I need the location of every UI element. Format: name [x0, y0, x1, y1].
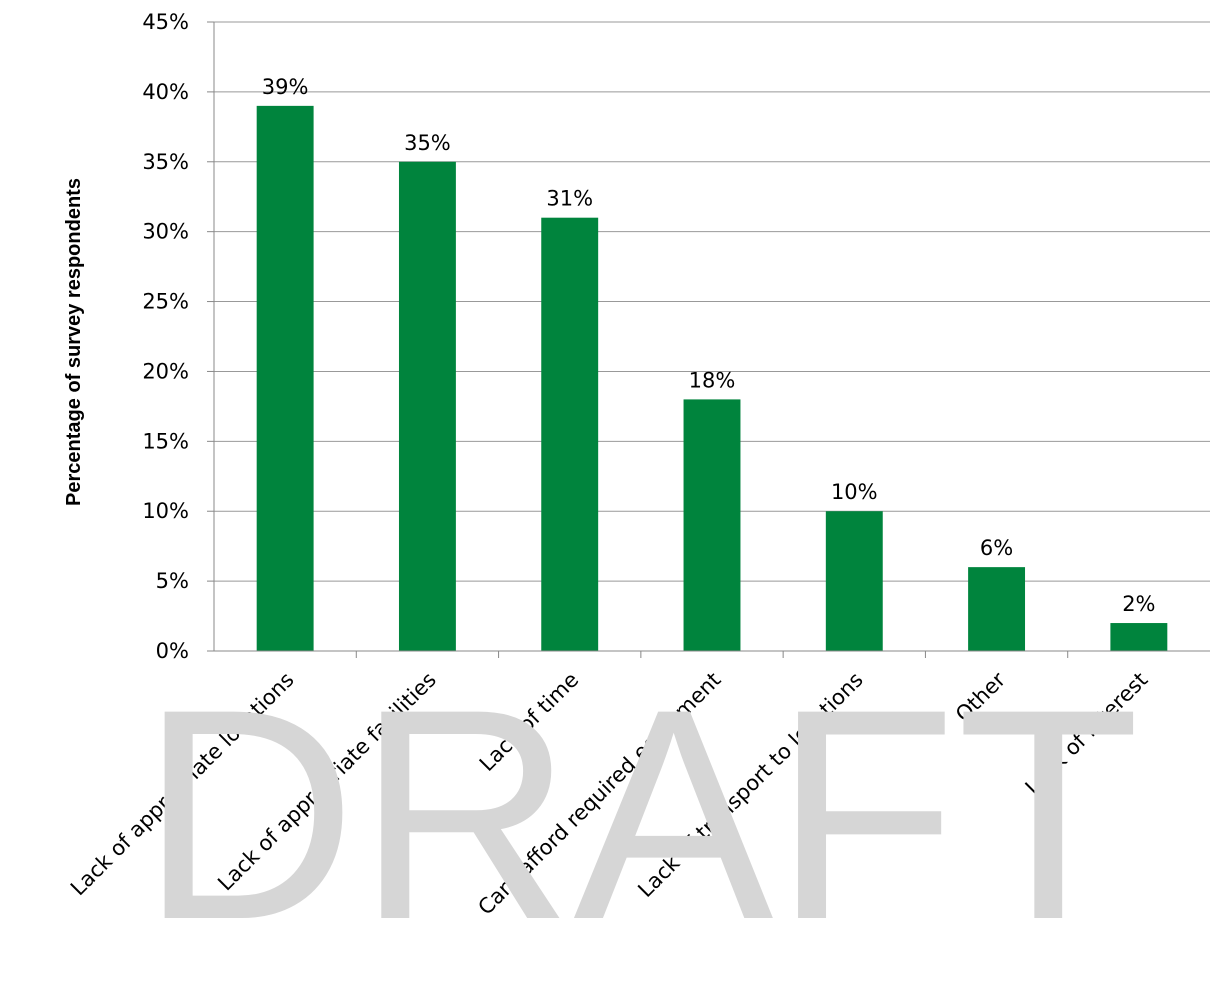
bar [398, 161, 456, 651]
bar [683, 399, 741, 651]
bars [256, 105, 1168, 651]
bar [968, 567, 1026, 651]
y-tick-label: 40% [142, 80, 189, 104]
data-label: 35% [404, 131, 451, 155]
data-label: 31% [546, 187, 593, 211]
y-tick-label: 15% [142, 429, 189, 453]
y-tick-label: 20% [142, 359, 189, 383]
data-label: 6% [980, 536, 1013, 560]
data-label: 2% [1122, 592, 1155, 616]
y-tick-label: 45% [142, 10, 189, 34]
y-tick-label: 5% [156, 569, 189, 593]
bar [541, 217, 599, 651]
data-label: 10% [831, 480, 878, 504]
bar [825, 511, 883, 651]
draft-watermark: DRAFT [140, 646, 1140, 976]
bar [1110, 623, 1168, 651]
gridlines [214, 21, 1210, 582]
data-label: 18% [689, 368, 736, 392]
bar [256, 105, 314, 651]
y-tick-label: 30% [142, 220, 189, 244]
y-tick-label: 0% [156, 639, 189, 663]
y-tick-label: 25% [142, 290, 189, 314]
y-axis-title: Percentage of survey respondents [63, 178, 85, 506]
data-label: 39% [262, 75, 309, 99]
y-tick-label: 10% [142, 499, 189, 523]
y-tick-label: 35% [142, 150, 189, 174]
axes [207, 21, 1210, 658]
